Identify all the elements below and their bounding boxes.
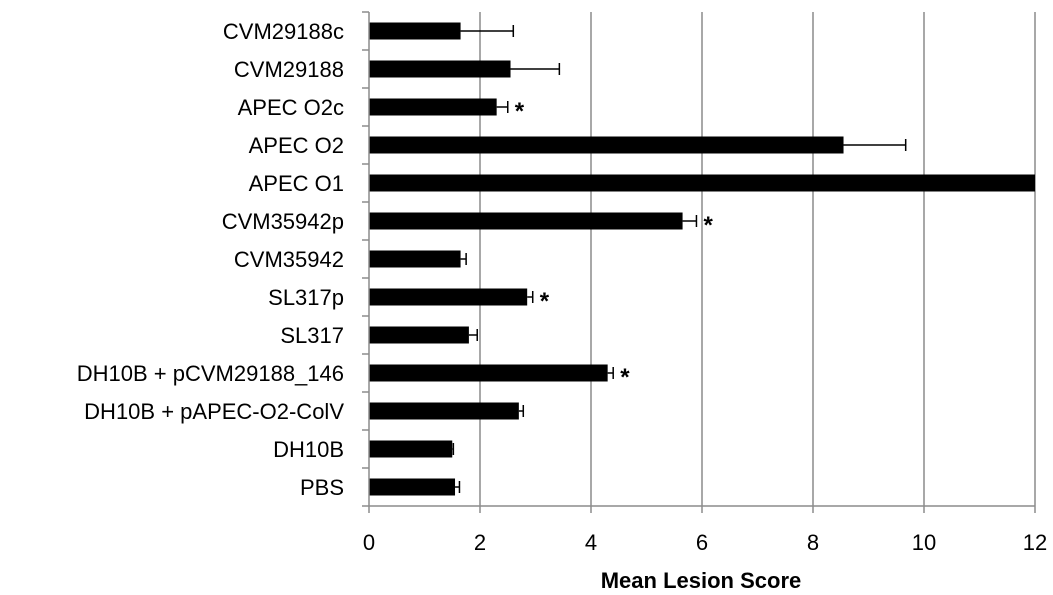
x-tick-label: 4 [585,530,597,555]
category-label: APEC O2c [238,95,344,120]
category-label: SL317p [268,285,344,310]
bars [369,22,1035,496]
category-label: CVM29188c [223,19,344,44]
gridlines [479,12,1036,506]
labels: 0 2 4 6 8 10 12 CVM29188c CVM29188 APEC O2c * APEC … [77,19,1047,555]
x-axis-title: Mean Lesion Score [601,568,802,593]
bar [369,288,528,306]
bar [369,250,461,268]
bar [369,402,519,420]
bar [369,478,456,496]
bar [369,60,511,78]
bar [369,98,497,116]
category-label: CVM35942 [234,247,344,272]
category-label: APEC O2 [249,133,344,158]
x-tick-label: 2 [474,530,486,555]
category-label: DH10B + pCVM29188_146 [77,361,344,386]
category-label: APEC O1 [249,171,344,196]
category-label: CVM29188 [234,57,344,82]
bar [369,174,1035,192]
bar [369,22,461,40]
bar [369,326,469,344]
significance-marker: * [620,364,630,391]
significance-marker: * [703,212,713,239]
x-tick-label: 0 [363,530,375,555]
axes [362,11,1036,513]
bar [369,364,608,382]
category-label: PBS [300,475,344,500]
significance-marker: * [515,98,525,125]
x-tick-label: 10 [912,530,936,555]
category-label: CVM35942p [222,209,344,234]
bar [369,212,683,230]
x-tick-label: 8 [807,530,819,555]
bar [369,440,453,458]
x-tick-label: 6 [696,530,708,555]
significance-marker: * [540,288,550,315]
bar [369,136,844,154]
x-tick-label: 12 [1023,530,1047,555]
category-label: DH10B + pAPEC-O2-ColV [84,399,344,424]
category-label: DH10B [273,437,344,462]
category-label: SL317 [280,323,344,348]
